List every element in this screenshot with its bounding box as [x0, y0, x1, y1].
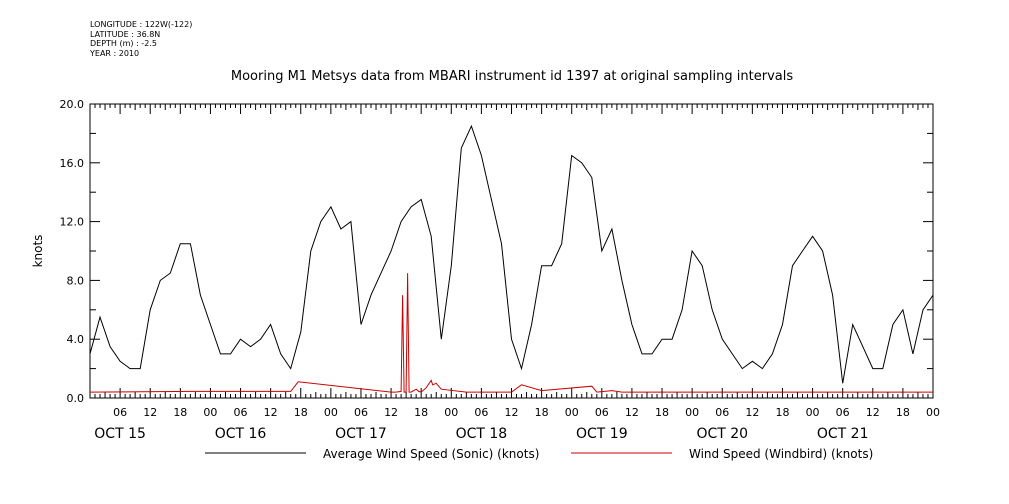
legend: Average Wind Speed (Sonic) (knots) Wind …	[205, 447, 873, 461]
x-hour-label: 18	[775, 406, 789, 419]
x-hour-label: 18	[896, 406, 910, 419]
y-axis-label: knots	[31, 235, 45, 268]
x-hour-label: 06	[715, 406, 729, 419]
year-label: YEAR : 2010	[90, 48, 140, 58]
series-line-windbird	[89, 273, 933, 393]
x-hour-label: 12	[143, 406, 157, 419]
x-hour-label: 00	[324, 406, 338, 419]
x-hour-label: 00	[685, 406, 699, 419]
x-hour-label: 00	[203, 406, 217, 419]
y-tick-label: 12.0	[60, 216, 85, 229]
x-hour-label: 06	[113, 406, 127, 419]
x-hour-label: 06	[234, 406, 248, 419]
x-hour-label: 06	[354, 406, 368, 419]
y-tick-label: 16.0	[60, 157, 85, 170]
x-hour-label: 06	[595, 406, 609, 419]
longitude-label: LONGITUDE : 122W(-122)	[90, 20, 193, 29]
x-hour-label: 18	[655, 406, 669, 419]
x-day-label: OCT 20	[696, 426, 748, 442]
x-hour-label: 12	[866, 406, 880, 419]
axis-ticks	[89, 103, 934, 399]
x-day-label: OCT 15	[94, 426, 146, 442]
legend-label-sonic: Average Wind Speed (Sonic) (knots)	[323, 447, 539, 461]
chart-title: Mooring M1 Metsys data from MBARI instru…	[231, 69, 793, 84]
x-axis-tick-labels: 06 12 18 00 06 12 18 00 06 12 18 00 06 12 18 00 06 12 18 00…	[94, 406, 940, 442]
x-hour-label: 00	[444, 406, 458, 419]
x-hour-label: 12	[745, 406, 759, 419]
x-day-label: OCT 17	[335, 426, 387, 442]
depth-label: DEPTH (m) : -2.5	[90, 39, 157, 48]
y-axis-tick-labels: 0.0 4.0 8.0 12.0 16.0 20.0	[60, 98, 85, 405]
x-hour-label: 00	[926, 406, 940, 419]
x-day-label: OCT 21	[817, 426, 869, 442]
y-tick-label: 0.0	[67, 392, 85, 405]
x-hour-label: 18	[535, 406, 549, 419]
x-day-label: OCT 19	[576, 426, 628, 442]
x-hour-label: 06	[474, 406, 488, 419]
latitude-label: LATITUDE : 36.8N	[90, 29, 161, 39]
x-hour-label: 00	[806, 406, 820, 419]
legend-label-windbird: Wind Speed (Windbird) (knots)	[689, 447, 873, 461]
x-hour-label: 06	[836, 406, 850, 419]
y-tick-label: 4.0	[67, 333, 85, 346]
x-hour-label: 00	[565, 406, 579, 419]
x-day-label: OCT 16	[215, 426, 267, 442]
series-lines	[89, 124, 934, 393]
x-hour-label: 18	[294, 406, 308, 419]
x-hour-label: 12	[384, 406, 398, 419]
x-hour-label: 12	[505, 406, 519, 419]
x-hour-label: 12	[264, 406, 278, 419]
x-hour-label: 12	[625, 406, 639, 419]
y-tick-label: 20.0	[60, 98, 85, 111]
plot-frame	[89, 103, 934, 399]
series-line-sonic	[89, 124, 934, 384]
x-hour-label: 18	[173, 406, 187, 419]
x-day-label: OCT 18	[456, 426, 508, 442]
metadata-block: LONGITUDE : 122W(-122) LATITUDE : 36.8N …	[90, 20, 192, 58]
x-hour-label: 18	[414, 406, 428, 419]
y-tick-label: 8.0	[67, 274, 85, 287]
